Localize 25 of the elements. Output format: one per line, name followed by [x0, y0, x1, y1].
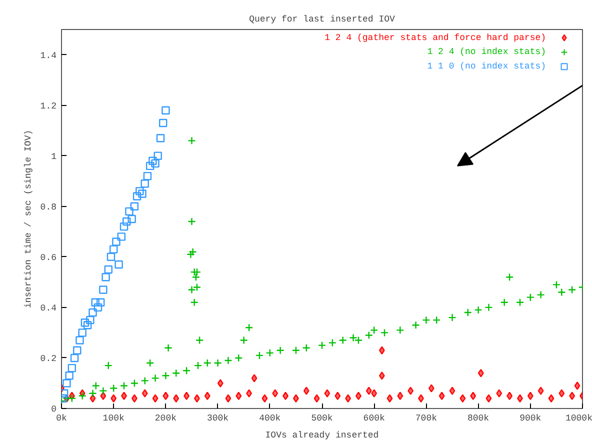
x-tick-label: 700k: [415, 414, 438, 424]
x-tick-label: 300k: [207, 414, 229, 424]
legend-label: 1 2 4 (no index stats): [427, 47, 546, 58]
y-tick-label: 0: [51, 404, 57, 414]
y-tick-label: 1: [51, 152, 57, 162]
chart-title: Query for last inserted IOV: [249, 14, 396, 24]
x-tick-label: 100k: [102, 414, 124, 424]
y-tick-label: 0.2: [40, 354, 56, 364]
y-tick-label: 1.4: [40, 50, 56, 61]
y-tick-label: 0.4: [40, 303, 56, 314]
y-axis-title: insertion time / sec (single IOV): [23, 130, 34, 308]
x-axis-title: IOVs already inserted: [265, 430, 379, 440]
x-tick-label: 800k: [468, 414, 490, 424]
x-tick-label: 600k: [363, 414, 385, 424]
x-tick-label: 400k: [259, 414, 281, 424]
x-tick-label: 0k: [56, 414, 67, 424]
x-tick-label: 200k: [154, 414, 177, 424]
y-tick-label: 1.2: [40, 101, 56, 112]
x-tick-label: 1000k: [565, 414, 592, 424]
legend-label: 1 2 4 (gather stats and force hard parse): [324, 32, 546, 43]
y-tick-label: 0.8: [40, 202, 56, 212]
legend-label: 1 1 0 (no index stats): [427, 62, 546, 72]
x-tick-label: 900k: [520, 414, 542, 424]
x-tick-label: 500k: [311, 414, 333, 424]
y-tick-label: 0.6: [40, 252, 56, 263]
